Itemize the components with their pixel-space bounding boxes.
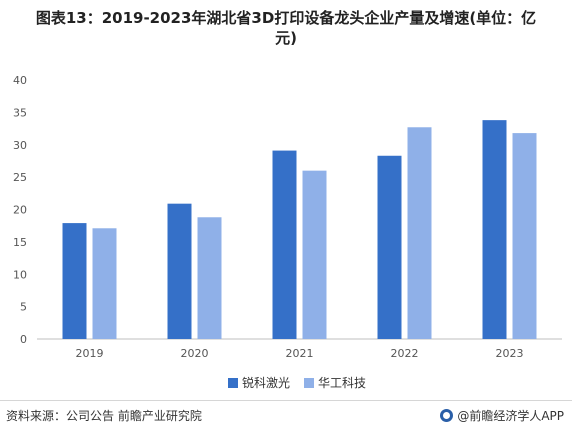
footer-divider — [0, 400, 572, 401]
bar-series0 — [483, 120, 507, 339]
brand-credit: @前瞻经济学人APP — [440, 407, 564, 424]
y-tick-label: 0 — [20, 333, 27, 346]
y-tick-label: 30 — [13, 139, 27, 152]
y-tick-label: 15 — [13, 236, 27, 249]
y-tick-label: 5 — [20, 301, 27, 314]
legend: 锐科激光 华工科技 — [228, 374, 366, 391]
x-tick-label: 2022 — [391, 347, 419, 360]
bar-chart: 0 5 10 15 20 25 30 35 40 2019 2020 2021 2022 2023 — [0, 0, 572, 400]
bar-series1 — [408, 127, 432, 339]
x-tick-label: 2020 — [181, 347, 209, 360]
y-tick-label: 40 — [13, 74, 27, 87]
x-tick-label: 2019 — [76, 347, 104, 360]
legend-label-series1: 华工科技 — [318, 374, 366, 391]
bar-series0 — [63, 223, 87, 339]
legend-item-series0: 锐科激光 — [228, 374, 290, 391]
source-note: 资料来源：公司公告 前瞻产业研究院 — [6, 407, 202, 424]
bar-series1 — [198, 217, 222, 339]
bar-series0 — [273, 151, 297, 339]
legend-label-series0: 锐科激光 — [242, 374, 290, 391]
legend-swatch-series0 — [228, 378, 238, 388]
brand-label: @前瞻经济学人APP — [457, 407, 564, 424]
y-tick-label: 25 — [13, 171, 27, 184]
bar-series0 — [168, 204, 192, 339]
y-tick-label: 35 — [13, 106, 27, 119]
bar-series0 — [378, 156, 402, 339]
y-tick-label: 20 — [13, 204, 27, 217]
bar-series1 — [93, 228, 117, 339]
bar-series1 — [303, 171, 327, 339]
x-tick-label: 2021 — [286, 347, 314, 360]
x-tick-label: 2023 — [496, 347, 524, 360]
y-tick-label: 10 — [13, 268, 27, 281]
legend-swatch-series1 — [304, 378, 314, 388]
brand-logo-icon — [440, 409, 453, 422]
bar-series1 — [513, 133, 537, 339]
legend-item-series1: 华工科技 — [304, 374, 366, 391]
